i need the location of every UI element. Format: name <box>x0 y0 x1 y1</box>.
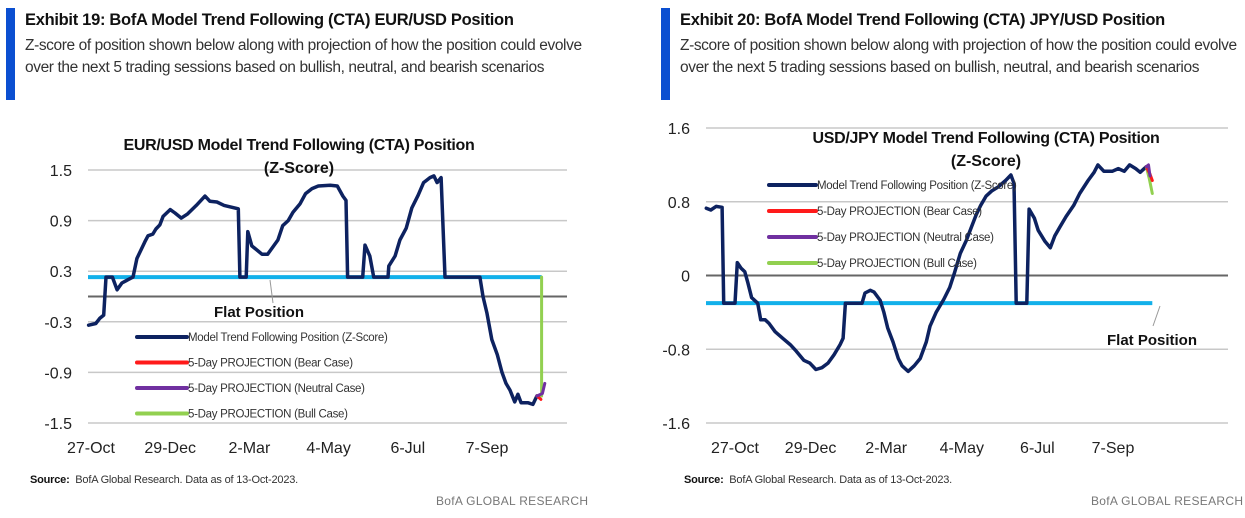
x-tick-label: 2-Mar <box>865 440 907 457</box>
chart-subtitle: (Z-Score) <box>951 153 1021 170</box>
legend-label: 5-Day PROJECTION (Bull Case) <box>188 409 348 421</box>
x-tick-label: 7-Sep <box>466 440 509 457</box>
chart-title: EUR/USD Model Trend Following (CTA) Posi… <box>124 137 475 154</box>
y-tick-label: -0.8 <box>662 342 690 359</box>
y-tick-label: -1.6 <box>662 416 690 433</box>
source-note-right: Source: BofA Global Research. Data as of… <box>684 474 952 486</box>
y-tick-label: 0.9 <box>50 214 72 231</box>
chart-title: USD/JPY Model Trend Following (CTA) Posi… <box>812 130 1159 147</box>
x-tick-label: 6-Jul <box>1020 440 1055 457</box>
exhibit-title: Exhibit 20: BofA Model Trend Following (… <box>680 11 1165 29</box>
exhibit-subtitle: Z-score of position shown below along wi… <box>680 37 1237 76</box>
y-tick-label: -0.9 <box>44 365 72 382</box>
source-text: BofA Global Research. Data as of 13-Oct-… <box>729 474 953 486</box>
usdjpy-chart: 1.6 0.8 0 -0.8 -1.6 27-Oct 29-Dec 2-Mar 4-May 6-J… <box>662 121 1228 457</box>
x-tick-label: 7-Sep <box>1092 440 1135 457</box>
x-tick-label: 6-Jul <box>390 440 425 457</box>
legend-label: Model Trend Following Position (Z-Score) <box>188 332 388 344</box>
source-text: BofA Global Research. Data as of 13-Oct-… <box>75 474 299 486</box>
y-tick-label: -0.3 <box>44 315 72 332</box>
source-label: Source: <box>684 474 724 486</box>
accent-bar <box>6 8 15 100</box>
flat-position-label: Flat Position <box>214 304 304 321</box>
x-tick-label: 27-Oct <box>711 440 760 457</box>
flat-position-leader <box>1152 305 1161 327</box>
legend-label: 5-Day PROJECTION (Neutral Case) <box>188 383 365 395</box>
source-label: Source: <box>30 474 70 486</box>
legend-label: 5-Day PROJECTION (Bear Case) <box>817 206 982 218</box>
exhibit-title: Exhibit 19: BofA Model Trend Following (… <box>25 11 514 29</box>
legend-label: 5-Day PROJECTION (Neutral Case) <box>817 232 994 244</box>
x-tick-label: 4-May <box>306 440 350 457</box>
y-tick-label: -1.5 <box>44 416 72 433</box>
y-tick-label: 0.8 <box>668 195 690 212</box>
legend-label: Model Trend Following Position (Z-Score) <box>817 180 1017 192</box>
neutral-case-projection-line <box>1144 163 1152 178</box>
legend-label: 5-Day PROJECTION (Bear Case) <box>188 358 353 370</box>
position-series-line <box>704 163 1149 374</box>
position-series-line <box>86 174 539 407</box>
y-tick-label: 0.3 <box>50 264 72 281</box>
x-tick-label: 4-May <box>940 440 984 457</box>
neutral-case-projection-line <box>535 381 547 398</box>
flat-position-leader <box>269 279 274 304</box>
brand-right: BofA GLOBAL RESEARCH <box>1091 494 1244 508</box>
x-tick-label: 27-Oct <box>67 440 116 457</box>
legend-label: 5-Day PROJECTION (Bull Case) <box>817 258 977 270</box>
source-note-left: Source: BofA Global Research. Data as of… <box>30 474 298 486</box>
y-tick-label: 0 <box>681 269 690 286</box>
chart-subtitle: (Z-Score) <box>264 160 334 177</box>
bull-case-projection-line <box>535 275 544 398</box>
exhibit-subtitle: Z-score of position shown below along wi… <box>25 37 582 76</box>
brand-left: BofA GLOBAL RESEARCH <box>436 494 589 508</box>
y-tick-label: 1.6 <box>668 121 690 138</box>
accent-bar <box>661 8 670 100</box>
y-tick-label: 1.5 <box>50 163 72 180</box>
eurusd-chart: 1.5 0.9 0.3 -0.3 -0.9 -1.5 27-Oct 29-Dec 2-Mar 4-… <box>44 137 567 457</box>
flat-position-label: Flat Position <box>1107 332 1197 349</box>
x-tick-label: 29-Dec <box>144 440 196 457</box>
x-tick-label: 29-Dec <box>785 440 837 457</box>
x-tick-label: 2-Mar <box>229 440 271 457</box>
